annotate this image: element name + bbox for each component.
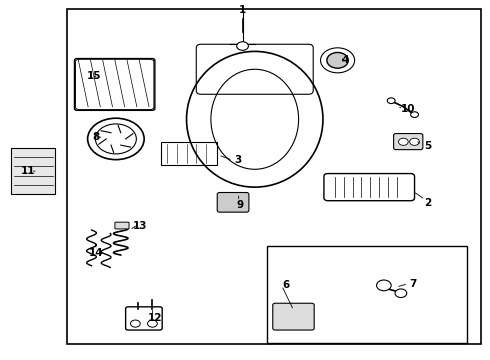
- Text: 2: 2: [424, 198, 431, 208]
- Text: 12: 12: [147, 312, 162, 323]
- FancyBboxPatch shape: [393, 134, 423, 150]
- Text: 4: 4: [341, 55, 348, 65]
- Text: 15: 15: [87, 71, 101, 81]
- Text: 14: 14: [89, 248, 104, 258]
- Text: 11: 11: [21, 166, 35, 176]
- Bar: [11, 148, 55, 194]
- Circle shape: [395, 289, 407, 297]
- FancyBboxPatch shape: [273, 303, 314, 330]
- Text: 13: 13: [133, 221, 147, 231]
- Circle shape: [411, 112, 418, 117]
- Text: 9: 9: [237, 200, 244, 210]
- Text: 1: 1: [239, 5, 246, 15]
- Text: 5: 5: [424, 141, 431, 151]
- Circle shape: [147, 320, 157, 327]
- Text: 3: 3: [234, 156, 241, 165]
- Circle shape: [387, 98, 395, 104]
- FancyBboxPatch shape: [217, 193, 249, 212]
- Circle shape: [130, 320, 140, 327]
- Text: 10: 10: [401, 104, 416, 113]
- Circle shape: [398, 138, 408, 145]
- FancyBboxPatch shape: [115, 222, 129, 229]
- Circle shape: [237, 42, 248, 50]
- Text: 8: 8: [93, 132, 100, 142]
- Circle shape: [327, 53, 348, 68]
- Circle shape: [410, 138, 419, 145]
- Circle shape: [376, 280, 391, 291]
- Text: 7: 7: [410, 279, 417, 289]
- Bar: [67, 9, 481, 344]
- Text: 6: 6: [283, 280, 290, 291]
- Bar: [267, 246, 466, 342]
